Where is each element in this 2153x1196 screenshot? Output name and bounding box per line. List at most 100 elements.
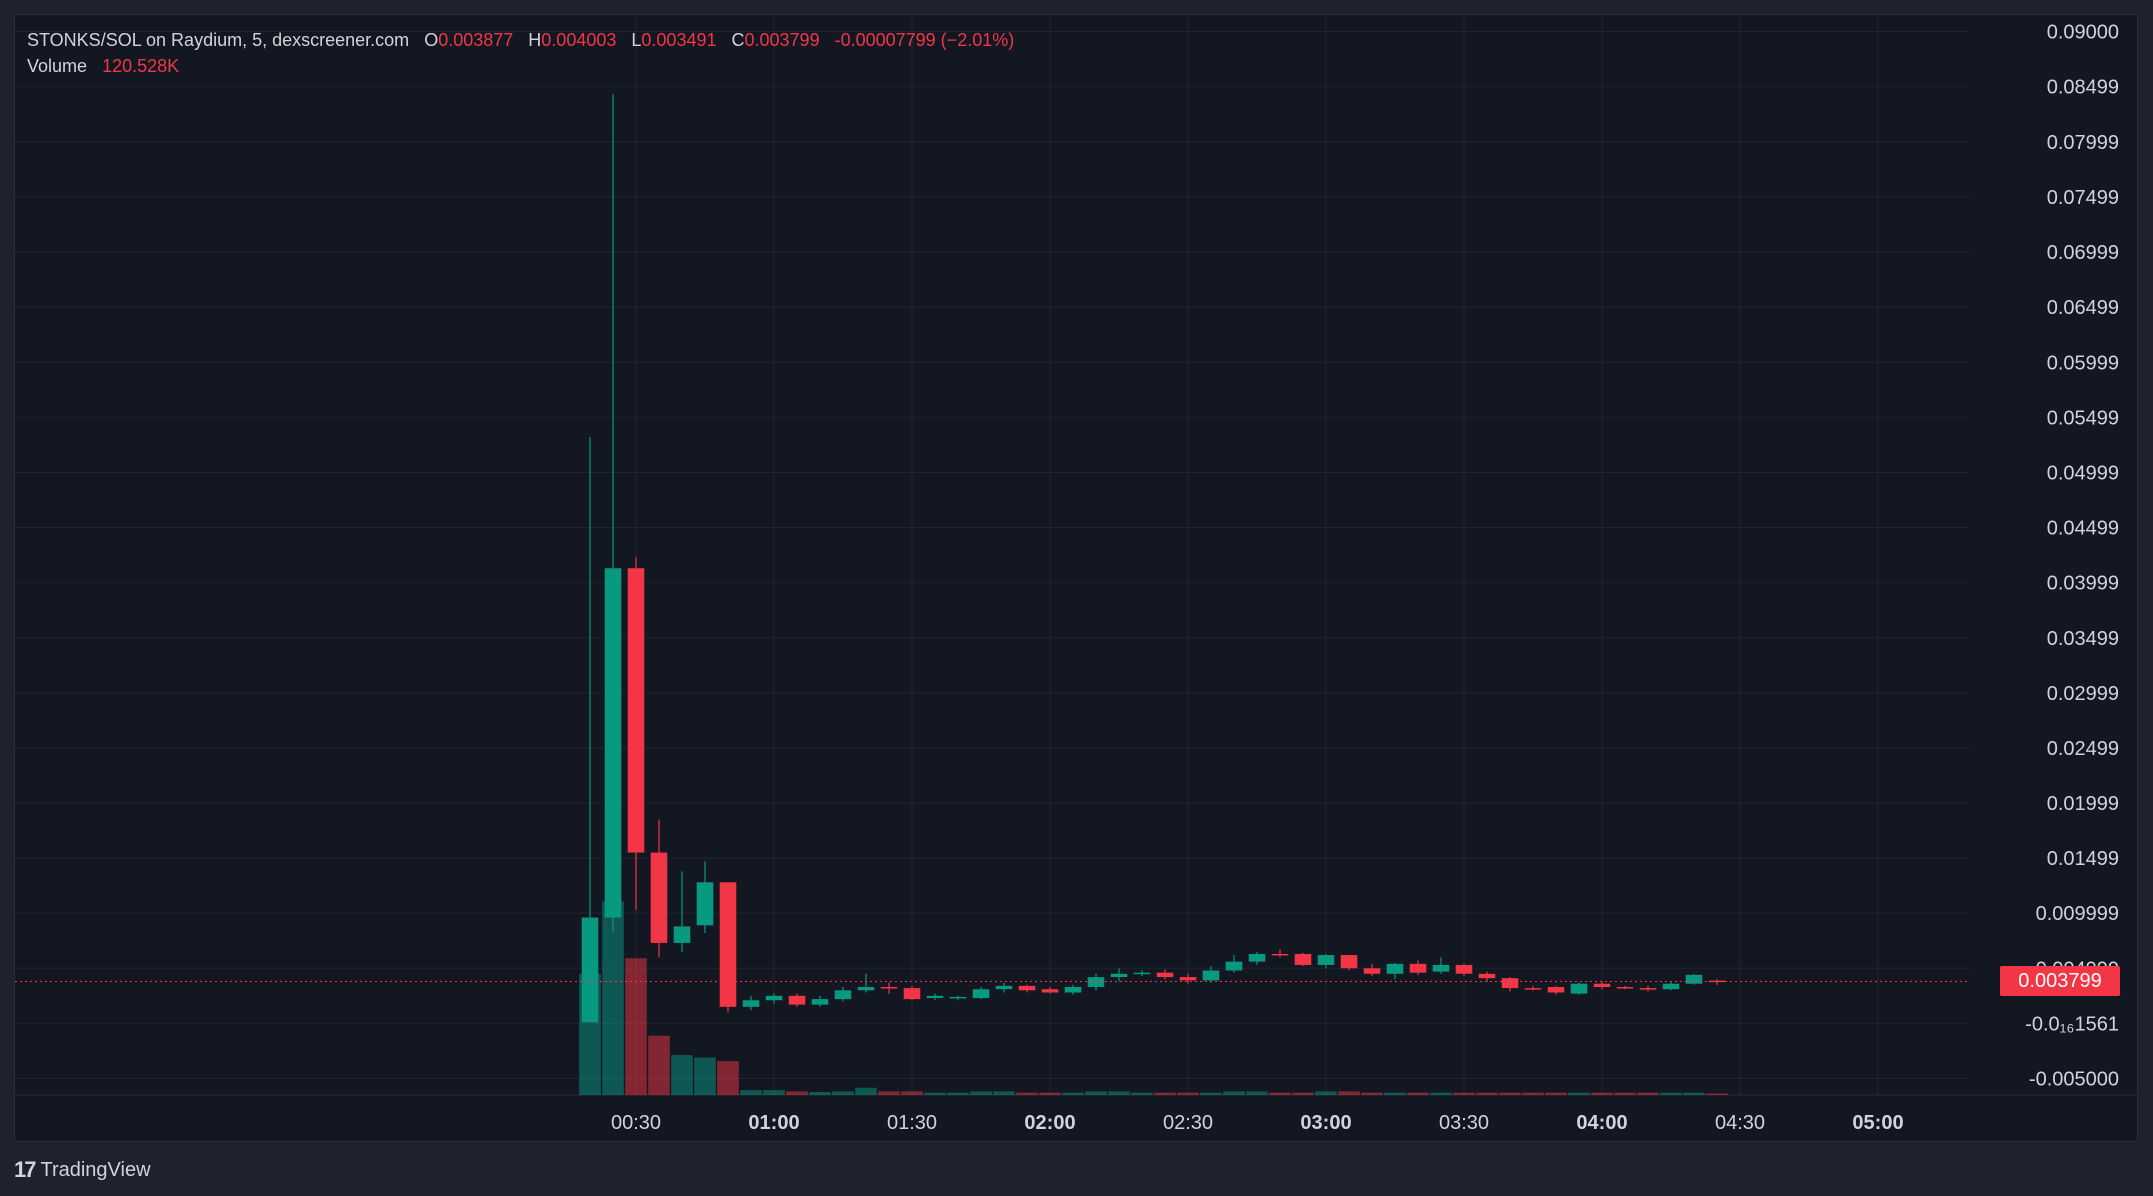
time-tick-label: 01:00: [748, 1112, 799, 1134]
candle-body: [1294, 953, 1312, 965]
price-tick-label: 0.07499: [2047, 187, 2119, 209]
volume-bar: [717, 1061, 739, 1095]
symbol-title[interactable]: STONKS/SOL on Raydium, 5, dexscreener.co…: [27, 30, 410, 50]
price-tick-label: -0.005000: [2029, 1068, 2119, 1090]
candles: [581, 94, 1726, 1023]
volume-bar: [1614, 1092, 1636, 1095]
candle-body: [880, 987, 898, 989]
candle-body: [1156, 972, 1174, 978]
candle-body: [1662, 983, 1680, 990]
change-value: -0.00007799 (−2.01%): [834, 30, 1015, 50]
volume-bar: [1062, 1092, 1084, 1095]
candle-body: [1386, 963, 1404, 974]
volume-bar: [786, 1091, 808, 1095]
open-label: O: [424, 30, 439, 50]
volume-bar: [1683, 1092, 1705, 1095]
tradingview-branding[interactable]: 17 TradingView: [14, 1156, 151, 1184]
grid-lines: [15, 15, 2139, 1096]
volume-bar: [1706, 1093, 1728, 1095]
price-tick-label: 0.09000: [2047, 22, 2119, 44]
last-price-tag: 0.003799: [2000, 965, 2120, 996]
volume-bar: [1292, 1092, 1314, 1095]
candle-body: [1363, 968, 1381, 974]
volume-bar: [694, 1057, 716, 1095]
volume-bar: [1039, 1092, 1061, 1095]
chart-frame[interactable]: 0.09000 0.08499 0.07999 0.07499 0.06999 0.064…: [14, 14, 2139, 1143]
time-axis: 00:30 01:00 01:30 02:00 02:30 03:00 03:30 04:00…: [611, 1112, 1904, 1134]
candle-body: [650, 852, 668, 943]
candle-body: [903, 988, 921, 1000]
volume-label[interactable]: Volume: [27, 56, 88, 76]
candle-body: [949, 996, 967, 999]
volume-bar: [1108, 1091, 1130, 1095]
time-tick-label: 03:00: [1300, 1112, 1351, 1134]
volume-bar: [993, 1091, 1015, 1095]
time-tick-label: 04:00: [1576, 1112, 1627, 1134]
candle-body: [1018, 985, 1036, 991]
time-tick-label: 05:00: [1852, 1112, 1903, 1134]
volume-bar: [625, 958, 647, 1095]
volume-bar: [1545, 1092, 1567, 1095]
candlestick-chart[interactable]: 0.09000 0.08499 0.07999 0.07499 0.06999 0.064…: [15, 15, 2139, 1143]
volume-bar: [1177, 1092, 1199, 1095]
price-tick-label: 0.01999: [2047, 793, 2119, 815]
volume-bar: [1384, 1092, 1406, 1095]
volume-bar: [1246, 1091, 1268, 1095]
candle-body: [1087, 977, 1105, 987]
volume-bars: [579, 901, 1728, 1095]
candle-body: [1133, 972, 1151, 975]
volume-row: Volume 120.528K: [27, 53, 1014, 79]
candle-body: [1547, 987, 1565, 993]
candle-body: [1179, 977, 1197, 981]
volume-bar: [1016, 1092, 1038, 1095]
price-tick-label: -0.0₁₆1561: [2025, 1013, 2119, 1035]
volume-bar: [1338, 1091, 1360, 1095]
candle-body: [604, 568, 622, 918]
price-tick-label: 0.04999: [2047, 462, 2119, 484]
volume-bar: [855, 1087, 877, 1095]
low-value: 0.003491: [641, 30, 717, 50]
candle-body: [1524, 988, 1542, 990]
candle-body: [1202, 970, 1220, 981]
volume-bar: [602, 901, 624, 1095]
candle-body: [696, 882, 714, 926]
volume-bar: [1269, 1092, 1291, 1095]
price-tick-label: 0.07999: [2047, 132, 2119, 154]
candle-body: [1340, 955, 1358, 969]
chart-legend: STONKS/SOL on Raydium, 5, dexscreener.co…: [27, 27, 1014, 79]
high-label: H: [528, 30, 542, 50]
tradingview-name: TradingView: [40, 1158, 151, 1181]
candle-body: [1409, 963, 1427, 973]
candle-body: [1593, 983, 1611, 987]
volume-bar: [1637, 1092, 1659, 1095]
volume-value: 120.528K: [102, 56, 180, 76]
volume-bar: [832, 1091, 854, 1095]
time-tick-label: 03:30: [1439, 1112, 1489, 1134]
volume-bar: [1499, 1092, 1521, 1095]
volume-bar: [1660, 1092, 1682, 1095]
candle-body: [1639, 988, 1657, 990]
volume-bar: [1407, 1092, 1429, 1095]
volume-bar: [648, 1035, 670, 1095]
price-tick-label: 0.01499: [2047, 848, 2119, 870]
candle-body: [811, 999, 829, 1005]
high-value: 0.004003: [541, 30, 617, 50]
candle-body: [1271, 953, 1289, 956]
close-value: 0.003799: [744, 30, 820, 50]
volume-bar: [1315, 1091, 1337, 1095]
volume-bar: [970, 1091, 992, 1095]
price-tick-label: 0.02999: [2047, 683, 2119, 705]
candle-body: [1478, 973, 1496, 979]
price-tick-label: 0.02499: [2047, 738, 2119, 760]
candle-body: [1570, 983, 1588, 994]
candle-body: [857, 987, 875, 991]
volume-bar: [671, 1055, 693, 1095]
volume-bar: [1085, 1091, 1107, 1095]
candle-body: [834, 990, 852, 1000]
candle-body: [926, 995, 944, 999]
price-tick-label: 0.04499: [2047, 518, 2119, 540]
candle-body: [1110, 973, 1128, 978]
candle-body: [627, 568, 645, 853]
volume-bar: [1361, 1092, 1383, 1095]
tradingview-logo-icon: 17: [14, 1157, 37, 1182]
